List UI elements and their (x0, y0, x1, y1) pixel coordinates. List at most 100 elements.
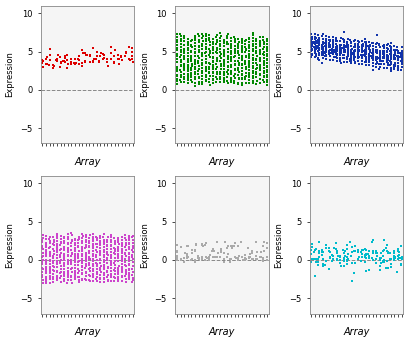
Point (359, 52, 366, 58)
Point (241, 257, 248, 263)
Point (112, 271, 118, 277)
Point (227, 259, 234, 265)
Point (180, 255, 187, 261)
Point (374, 253, 380, 259)
Point (50, 248, 57, 253)
Point (118, 54, 125, 59)
Point (225, 64, 231, 70)
Point (369, 54, 375, 59)
Point (93, 252, 99, 258)
Point (312, 35, 319, 40)
Point (354, 249, 361, 255)
Point (111, 240, 118, 245)
Point (391, 62, 398, 67)
Point (108, 56, 115, 61)
Point (126, 246, 132, 251)
Point (355, 61, 362, 67)
Point (119, 243, 125, 249)
Point (199, 60, 206, 66)
Point (380, 50, 387, 56)
Point (103, 59, 110, 65)
Point (97, 53, 103, 59)
Point (246, 37, 252, 42)
Point (72, 61, 79, 67)
Point (359, 58, 365, 64)
Point (256, 254, 263, 259)
Point (345, 52, 351, 58)
Point (68, 243, 74, 248)
Point (122, 247, 129, 253)
Point (188, 258, 195, 263)
Point (82, 256, 89, 262)
Point (381, 65, 387, 70)
Point (104, 63, 111, 69)
Point (261, 56, 267, 61)
Point (196, 45, 202, 50)
Point (231, 38, 238, 44)
Point (54, 235, 60, 240)
Point (79, 233, 86, 238)
Point (363, 51, 369, 56)
Point (384, 55, 391, 61)
Point (319, 249, 326, 255)
Point (398, 45, 405, 50)
Point (231, 79, 238, 84)
Point (126, 251, 132, 257)
Point (322, 53, 328, 58)
Point (64, 57, 71, 63)
Point (217, 46, 224, 52)
Point (228, 65, 234, 70)
Point (97, 269, 104, 275)
Point (380, 257, 387, 263)
Point (97, 275, 103, 280)
Point (365, 51, 372, 57)
Point (82, 258, 89, 263)
Point (129, 272, 136, 277)
Point (333, 240, 339, 246)
Point (366, 52, 372, 57)
Point (174, 64, 180, 69)
Point (210, 248, 217, 254)
Point (333, 49, 339, 54)
Point (54, 244, 60, 249)
Point (90, 274, 96, 280)
Point (249, 75, 256, 81)
Point (221, 77, 227, 83)
Point (129, 280, 136, 285)
Point (130, 233, 136, 239)
Point (260, 37, 267, 43)
Point (86, 232, 93, 238)
Point (196, 257, 202, 262)
Point (264, 37, 270, 42)
Point (370, 57, 376, 62)
Point (396, 256, 402, 261)
Point (351, 48, 357, 54)
Point (79, 276, 85, 281)
Point (340, 55, 347, 61)
Point (72, 258, 78, 263)
Point (256, 55, 263, 61)
Point (213, 35, 220, 40)
Point (108, 268, 114, 274)
Point (246, 56, 253, 61)
Point (79, 238, 86, 244)
Point (174, 76, 180, 81)
Point (242, 80, 249, 86)
Point (322, 50, 329, 55)
Point (384, 56, 391, 61)
Point (202, 56, 209, 62)
Point (119, 57, 126, 63)
Point (119, 242, 125, 248)
Point (394, 60, 401, 66)
Point (377, 48, 383, 54)
Point (126, 244, 133, 250)
Point (384, 266, 391, 271)
Point (263, 64, 270, 69)
Point (390, 258, 397, 263)
Point (344, 44, 350, 49)
Point (54, 259, 60, 265)
Point (312, 246, 319, 251)
Point (316, 239, 322, 245)
Point (232, 255, 239, 261)
Point (40, 277, 46, 283)
